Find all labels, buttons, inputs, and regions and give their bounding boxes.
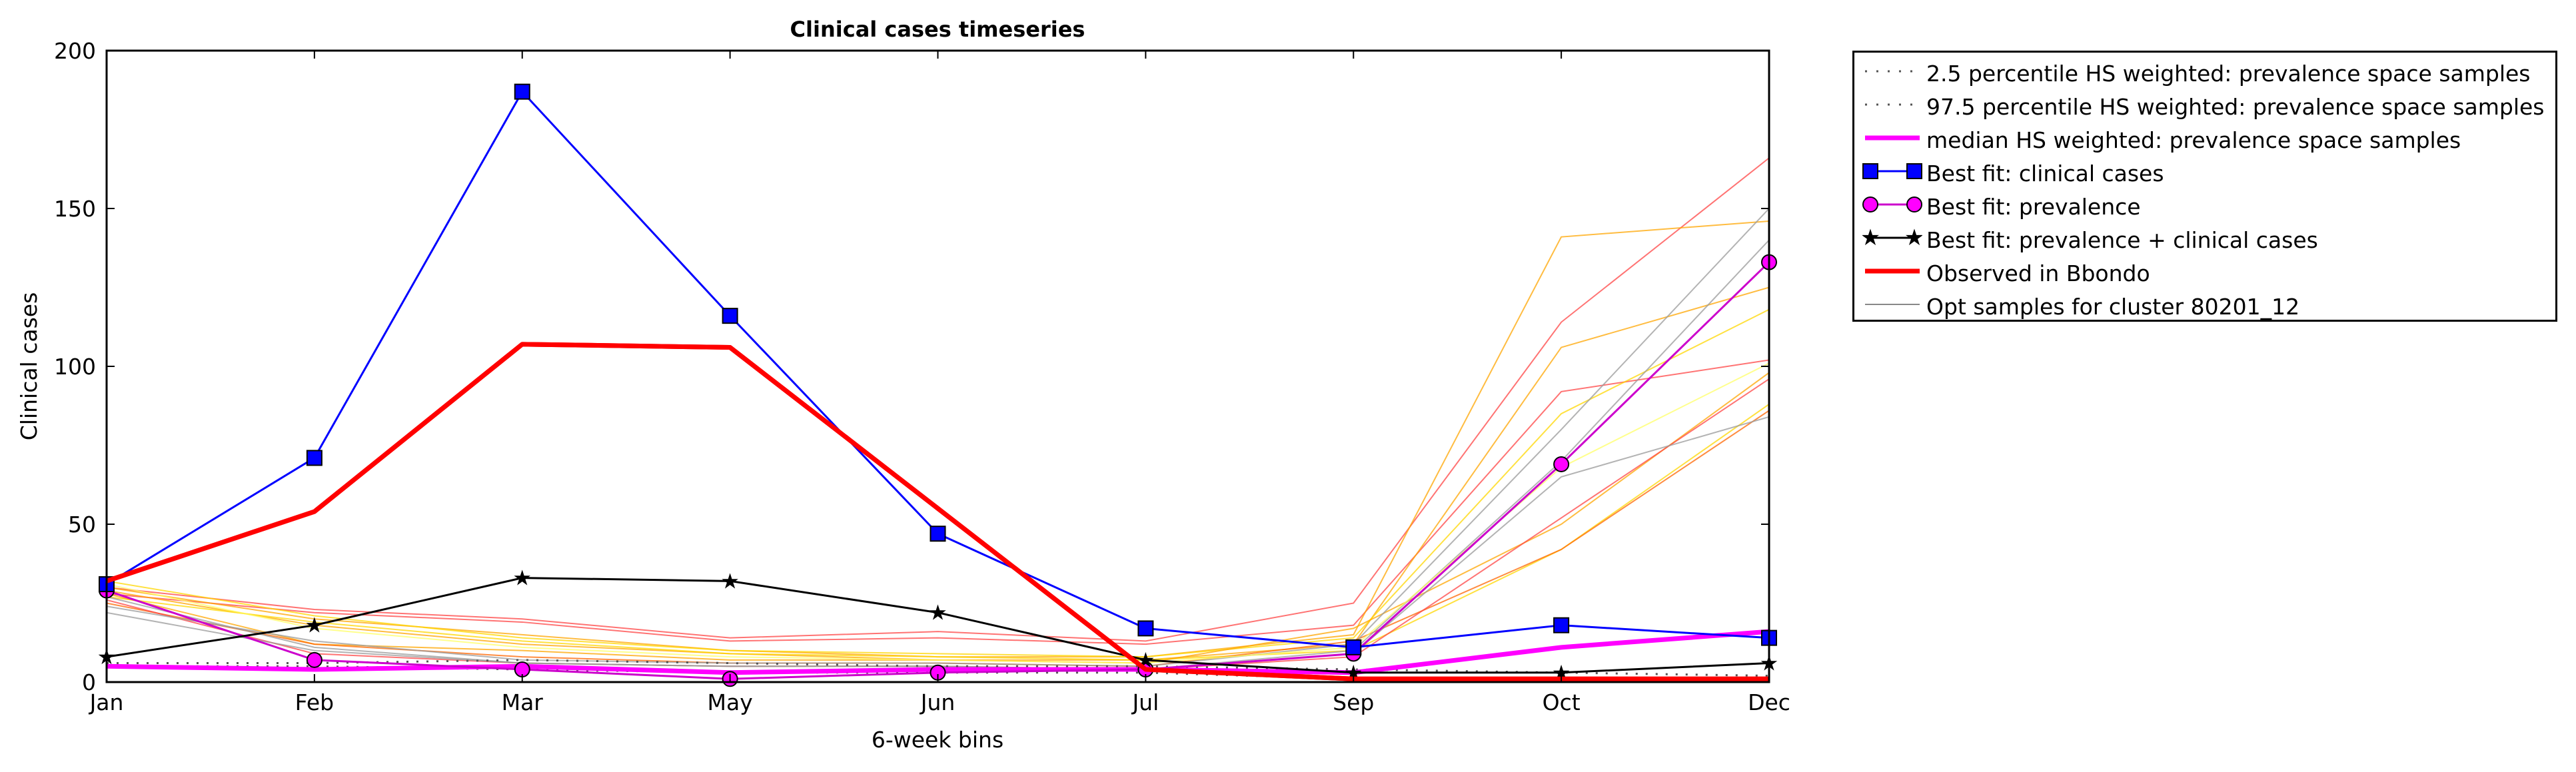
series-line-4 bbox=[107, 91, 1769, 649]
square-marker bbox=[514, 83, 530, 100]
legend-item-observed: Observed in Bbondo bbox=[1854, 255, 2555, 288]
square-marker bbox=[306, 450, 322, 466]
gray-line-swatch-icon bbox=[1865, 304, 1920, 305]
series-lines bbox=[107, 91, 1769, 681]
plot-frame bbox=[105, 49, 1770, 683]
x-axis-label: 6-week bins bbox=[872, 727, 1003, 753]
legend-label: 97.5 percentile HS weighted: prevalence … bbox=[1926, 94, 2545, 120]
star-marker: ★ bbox=[928, 600, 948, 625]
square-marker bbox=[722, 308, 738, 324]
series-line-6 bbox=[107, 577, 1769, 674]
legend-label: Best fit: prevalence bbox=[1926, 194, 2141, 220]
legend-item-2-5-percentile: 2.5 percentile HS weighted: prevalence s… bbox=[1854, 55, 2555, 89]
red-line-swatch-icon bbox=[1865, 268, 1920, 274]
legend-label: Observed in Bbondo bbox=[1926, 260, 2150, 286]
y-tick-label: 100 bbox=[54, 354, 96, 380]
legend-label: median HS weighted: prevalence space sam… bbox=[1926, 127, 2461, 153]
circle-marker bbox=[306, 651, 322, 668]
x-tick-label: May bbox=[708, 689, 753, 715]
square-marker bbox=[1345, 639, 1362, 655]
magenta-circle-marker-swatch-icon bbox=[1862, 196, 1922, 212]
dotted-line-swatch-icon bbox=[1865, 70, 1920, 73]
observed-line-top bbox=[105, 342, 1769, 681]
legend-label: Best fit: clinical cases bbox=[1926, 161, 2164, 187]
sample-line-6 bbox=[107, 404, 1769, 661]
legend-item-best-fit-clinical: Best fit: clinical cases bbox=[1854, 155, 2555, 189]
x-tick-label: Feb bbox=[295, 689, 334, 715]
legend-label: Best fit: prevalence + clinical cases bbox=[1926, 227, 2318, 253]
svg-text:★: ★ bbox=[1904, 224, 1922, 251]
square-marker bbox=[930, 526, 946, 542]
y-tick-label: 50 bbox=[68, 512, 96, 538]
sample-line-10 bbox=[107, 208, 1769, 667]
square-marker bbox=[1137, 620, 1154, 637]
star-marker: ★ bbox=[305, 613, 324, 638]
circle-marker bbox=[1553, 456, 1570, 472]
y-tick-label: 0 bbox=[82, 669, 96, 695]
legend-label: 2.5 percentile HS weighted: prevalence s… bbox=[1926, 61, 2531, 87]
sample-line-2 bbox=[107, 359, 1769, 645]
legend-item-best-fit-combined: ★ ★ Best fit: prevalence + clinical case… bbox=[1854, 222, 2555, 255]
star-marker-swatch-icon: ★ ★ bbox=[1862, 224, 1922, 251]
legend-item-best-fit-prevalence: Best fit: prevalence bbox=[1854, 189, 2555, 222]
svg-text:★: ★ bbox=[1862, 224, 1880, 251]
legend-item-opt-samples: Opt samples for cluster 80201_12 bbox=[1854, 288, 2555, 322]
legend: 2.5 percentile HS weighted: prevalence s… bbox=[1852, 51, 2557, 322]
axis-ticks: Jan Feb Mar May Jun Jul Sep Oct Dec 0 50 100 150 200 bbox=[54, 38, 1790, 715]
x-tick-label: Dec bbox=[1748, 689, 1790, 715]
y-tick-label: 150 bbox=[54, 196, 96, 222]
sample-lines bbox=[107, 157, 1769, 671]
star-marker: ★ bbox=[720, 568, 740, 593]
x-tick-label: Jul bbox=[1131, 689, 1159, 715]
y-axis-label: Clinical cases bbox=[16, 292, 42, 441]
dotted-line-swatch-icon bbox=[1865, 103, 1920, 106]
series-markers: ★★★ ★★★ ★ ★ ★ bbox=[97, 83, 1778, 687]
chart-title: Clinical cases timeseries bbox=[790, 17, 1085, 42]
y-tick-label: 200 bbox=[54, 38, 96, 64]
blue-square-marker-swatch-icon bbox=[1862, 163, 1922, 179]
x-tick-label: Jan bbox=[89, 689, 124, 715]
x-tick-label: Jun bbox=[920, 689, 956, 715]
star-marker: ★ bbox=[512, 566, 532, 591]
legend-item-median: median HS weighted: prevalence space sam… bbox=[1854, 122, 2555, 155]
x-tick-label: Sep bbox=[1333, 689, 1374, 715]
x-tick-label: Oct bbox=[1543, 689, 1581, 715]
square-marker bbox=[1553, 617, 1570, 633]
legend-label: Opt samples for cluster 80201_12 bbox=[1926, 294, 2300, 320]
sample-line-1 bbox=[107, 157, 1769, 642]
legend-item-97-5-percentile: 97.5 percentile HS weighted: prevalence … bbox=[1854, 89, 2555, 122]
magenta-line-swatch-icon bbox=[1865, 135, 1920, 141]
sample-line-5 bbox=[107, 308, 1769, 658]
x-tick-label: Mar bbox=[502, 689, 544, 715]
